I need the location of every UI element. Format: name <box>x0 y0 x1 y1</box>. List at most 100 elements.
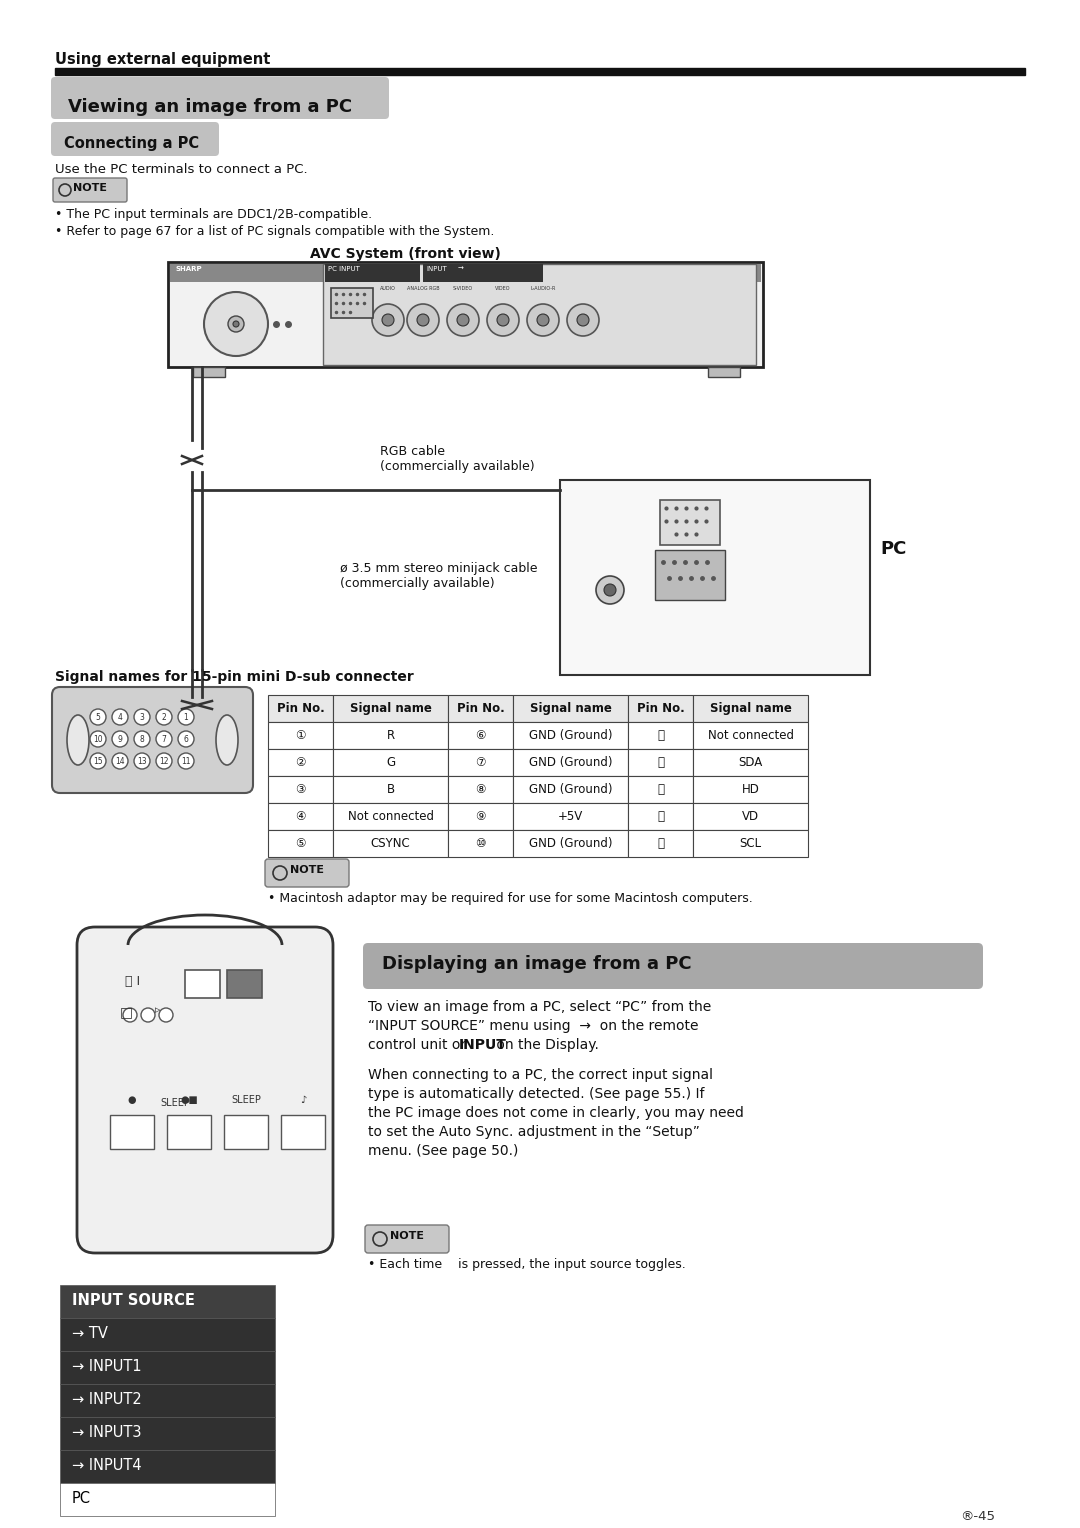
Bar <box>693 723 808 749</box>
Text: Pin No.: Pin No. <box>457 701 504 715</box>
Bar <box>423 264 543 283</box>
Text: SDA: SDA <box>739 756 762 769</box>
Text: 7: 7 <box>162 735 166 744</box>
Text: NOTE: NOTE <box>291 865 324 876</box>
FancyBboxPatch shape <box>265 859 349 886</box>
Text: 14: 14 <box>116 756 125 766</box>
Bar <box>513 695 627 723</box>
Text: → INPUT4: → INPUT4 <box>72 1458 141 1473</box>
Text: 3: 3 <box>139 712 145 721</box>
Circle shape <box>596 576 624 604</box>
Text: To view an image from a PC, select “PC” from the: To view an image from a PC, select “PC” … <box>368 999 712 1015</box>
Text: GND (Ground): GND (Ground) <box>529 756 612 769</box>
Text: 2: 2 <box>162 712 166 721</box>
Text: Signal name: Signal name <box>529 701 611 715</box>
Text: ⑦: ⑦ <box>475 756 486 769</box>
Text: R: R <box>387 729 394 743</box>
Bar <box>60 1351 275 1384</box>
Text: “INPUT SOURCE” menu using  →  on the remote: “INPUT SOURCE” menu using → on the remot… <box>368 1019 699 1033</box>
Text: INPUT SOURCE: INPUT SOURCE <box>72 1293 194 1308</box>
Bar <box>513 830 627 857</box>
Text: Not connected: Not connected <box>707 729 794 743</box>
Text: ⑮: ⑮ <box>657 837 664 850</box>
Text: Displaying an image from a PC: Displaying an image from a PC <box>382 955 691 973</box>
Text: ⑭: ⑭ <box>657 810 664 824</box>
Text: 9: 9 <box>118 735 122 744</box>
Text: G: G <box>386 756 395 769</box>
Bar <box>55 69 1025 75</box>
Text: ④: ④ <box>295 810 306 824</box>
Text: ●: ● <box>127 1096 136 1105</box>
Bar <box>268 830 333 857</box>
Text: ⏻ I: ⏻ I <box>125 975 140 989</box>
Text: Connecting a PC: Connecting a PC <box>64 136 199 151</box>
Text: ②: ② <box>295 756 306 769</box>
Circle shape <box>112 753 129 769</box>
Text: S-VIDEO: S-VIDEO <box>453 286 473 290</box>
Text: ③: ③ <box>295 782 306 796</box>
Text: → INPUT1: → INPUT1 <box>72 1358 141 1374</box>
Text: → TV: → TV <box>72 1326 108 1342</box>
Bar <box>448 804 513 830</box>
Text: PC INPUT: PC INPUT <box>328 266 360 272</box>
Bar <box>693 776 808 804</box>
Text: AVC System (front view): AVC System (front view) <box>310 248 501 261</box>
Bar <box>654 550 725 601</box>
Bar <box>167 1115 211 1149</box>
Text: ⑨: ⑨ <box>475 810 486 824</box>
Bar <box>330 287 373 318</box>
Bar <box>448 776 513 804</box>
Bar <box>448 749 513 776</box>
Text: • The PC input terminals are DDC1/2B-compatible.: • The PC input terminals are DDC1/2B-com… <box>55 208 373 222</box>
Text: 8: 8 <box>139 735 145 744</box>
Circle shape <box>134 753 150 769</box>
Circle shape <box>112 709 129 724</box>
Circle shape <box>604 584 616 596</box>
Circle shape <box>159 1008 173 1022</box>
Bar <box>333 695 448 723</box>
Text: ①: ① <box>295 729 306 743</box>
Text: • Each time    is pressed, the input source toggles.: • Each time is pressed, the input source… <box>368 1258 686 1271</box>
Bar <box>627 830 693 857</box>
Ellipse shape <box>67 715 89 766</box>
Bar <box>333 804 448 830</box>
Text: Not connected: Not connected <box>348 810 433 824</box>
Text: → INPUT2: → INPUT2 <box>72 1392 141 1407</box>
Bar <box>561 480 870 675</box>
Circle shape <box>577 313 589 325</box>
Text: PC: PC <box>880 539 906 558</box>
Ellipse shape <box>216 715 238 766</box>
Bar <box>627 695 693 723</box>
Bar <box>268 749 333 776</box>
Circle shape <box>90 709 106 724</box>
Circle shape <box>497 313 509 325</box>
Text: +5V: +5V <box>558 810 583 824</box>
Text: 1: 1 <box>184 712 188 721</box>
Bar <box>627 804 693 830</box>
Text: □: □ <box>120 1005 133 1019</box>
Circle shape <box>178 753 194 769</box>
Text: SLEEP: SLEEP <box>160 1099 190 1108</box>
Text: ⑫: ⑫ <box>657 756 664 769</box>
Text: VIDEO: VIDEO <box>496 286 511 290</box>
Text: 6: 6 <box>184 735 188 744</box>
Text: Signal name: Signal name <box>350 701 431 715</box>
Text: • Refer to page 67 for a list of PC signals compatible with the System.: • Refer to page 67 for a list of PC sign… <box>55 225 495 238</box>
Circle shape <box>233 321 239 327</box>
Text: type is automatically detected. (See page 55.) If: type is automatically detected. (See pag… <box>368 1086 704 1102</box>
Bar <box>513 723 627 749</box>
Text: 13: 13 <box>137 756 147 766</box>
Text: SCL: SCL <box>740 837 761 850</box>
Circle shape <box>567 304 599 336</box>
Bar <box>224 1115 268 1149</box>
Bar <box>168 261 762 367</box>
Bar <box>333 723 448 749</box>
Text: ⑧: ⑧ <box>475 782 486 796</box>
Bar <box>268 804 333 830</box>
Circle shape <box>417 313 429 325</box>
FancyBboxPatch shape <box>363 943 983 989</box>
Bar <box>170 264 761 283</box>
Text: ANALOG RGB: ANALOG RGB <box>407 286 440 290</box>
Bar <box>513 804 627 830</box>
Text: SLEEP: SLEEP <box>231 1096 261 1105</box>
